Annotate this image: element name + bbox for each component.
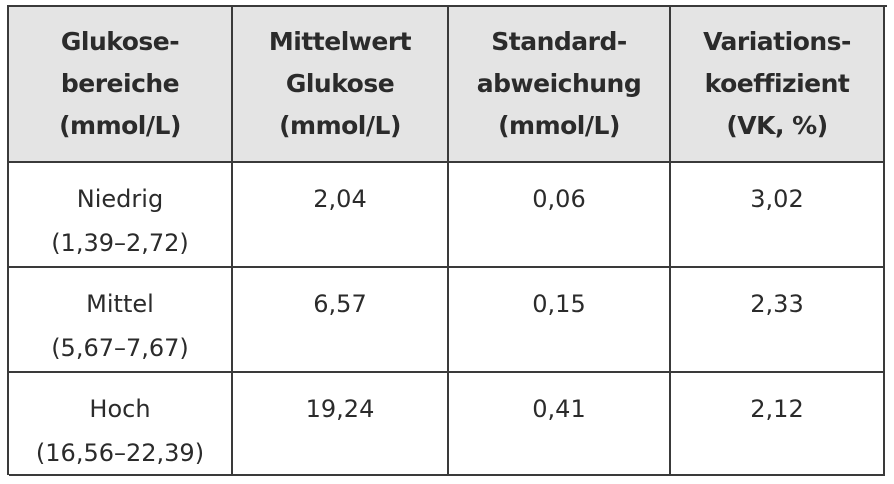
cell-text: 0,15 [532,290,586,318]
table-cell: Mittel (5,67–7,67) [9,268,233,373]
table-cell: 2,04 [233,163,449,268]
table-cell: 19,24 [233,373,449,476]
cell-text: bereiche [60,69,180,98]
header-cell: Standard-abweichung (mmol/L) [449,7,671,163]
table-cell: 0,41 [449,373,671,476]
cell-text: Mittelwert [268,27,412,56]
header-cell: Variations-koeffizient (VK, %) [671,7,885,163]
table-cell: 0,06 [449,163,671,268]
header-cell: Mittelwert Glukose (mmol/L) [233,7,449,163]
cell-text: Standard- [491,27,627,56]
cell-text: Variations- [703,27,851,56]
table-cell: 2,33 [671,268,885,373]
table-cell: 2,12 [671,373,885,476]
cell-text: Niedrig [76,185,164,213]
cell-text: 3,02 [750,185,804,213]
cell-text: Glukose [285,69,395,98]
table-cell: 6,57 [233,268,449,373]
cell-text: (5,67–7,67) [51,334,189,362]
table-cell: Hoch (16,56–22,39) [9,373,233,476]
table-cell: Niedrig (1,39–2,72) [9,163,233,268]
cell-text: (mmol/L) [59,111,181,140]
table-cell: 3,02 [671,163,885,268]
cell-text: 2,12 [750,395,804,423]
cell-text: koeffizient [704,69,850,98]
cell-text: 2,04 [313,185,367,213]
cell-text: Mittel [86,290,154,318]
cell-text: 6,57 [313,290,367,318]
table-cell: 0,15 [449,268,671,373]
cell-text: 0,06 [532,185,586,213]
cell-text: Glukose- [60,27,180,56]
cell-text: (mmol/L) [498,111,620,140]
cell-text: abweichung [476,69,642,98]
table: Glukose-bereiche (mmol/L) Mittelwert Glukos… [7,5,887,476]
cell-text: (mmol/L) [279,111,401,140]
cell-text: 0,41 [532,395,586,423]
cell-text: 2,33 [750,290,804,318]
cell-text: (1,39–2,72) [51,229,189,257]
cell-text: (16,56–22,39) [35,439,205,467]
cell-text: (VK, %) [726,111,828,140]
header-cell: Glukose-bereiche (mmol/L) [9,7,233,163]
cell-text: Hoch [89,395,151,423]
cell-text: 19,24 [305,395,375,423]
